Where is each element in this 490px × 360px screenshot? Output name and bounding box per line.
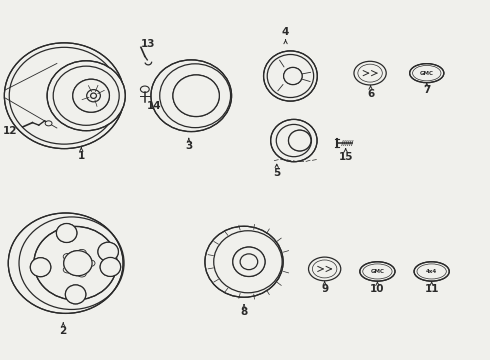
Text: 12: 12 <box>3 126 18 135</box>
Circle shape <box>354 61 386 85</box>
Ellipse shape <box>284 67 302 85</box>
Text: 7: 7 <box>423 85 430 95</box>
Ellipse shape <box>91 93 97 98</box>
Ellipse shape <box>73 79 109 112</box>
Ellipse shape <box>34 226 117 300</box>
Ellipse shape <box>30 258 51 277</box>
Text: 14: 14 <box>147 101 162 111</box>
Ellipse shape <box>56 224 77 243</box>
Text: 3: 3 <box>185 141 193 151</box>
Circle shape <box>86 260 95 266</box>
Text: 13: 13 <box>141 40 155 49</box>
Text: 1: 1 <box>78 150 85 161</box>
Text: 2: 2 <box>60 325 67 336</box>
Ellipse shape <box>47 61 125 131</box>
Circle shape <box>77 249 86 256</box>
Circle shape <box>63 266 72 273</box>
Text: 8: 8 <box>241 307 247 317</box>
Ellipse shape <box>98 242 119 261</box>
Ellipse shape <box>360 262 395 281</box>
Text: GMC: GMC <box>370 269 385 274</box>
Circle shape <box>77 271 86 277</box>
Ellipse shape <box>414 262 449 281</box>
Circle shape <box>63 253 72 260</box>
Ellipse shape <box>289 130 311 151</box>
Ellipse shape <box>264 51 318 101</box>
Ellipse shape <box>64 251 92 276</box>
Text: 4x4: 4x4 <box>426 269 437 274</box>
Ellipse shape <box>100 257 121 276</box>
Ellipse shape <box>8 213 123 314</box>
Ellipse shape <box>4 43 124 149</box>
Ellipse shape <box>233 247 265 276</box>
Ellipse shape <box>151 60 232 132</box>
Text: 5: 5 <box>273 168 280 178</box>
Text: 4: 4 <box>282 27 289 36</box>
Ellipse shape <box>270 120 317 162</box>
Ellipse shape <box>87 90 100 102</box>
Ellipse shape <box>173 75 220 117</box>
Text: 11: 11 <box>424 284 439 294</box>
Text: 10: 10 <box>370 284 385 294</box>
Ellipse shape <box>65 285 86 304</box>
Text: 6: 6 <box>367 89 374 99</box>
Text: 9: 9 <box>321 284 328 294</box>
Ellipse shape <box>410 64 444 83</box>
Circle shape <box>141 86 149 93</box>
Ellipse shape <box>205 226 283 297</box>
Circle shape <box>45 121 52 126</box>
Text: GMC: GMC <box>420 71 434 76</box>
Circle shape <box>358 64 382 82</box>
Ellipse shape <box>240 254 258 270</box>
Circle shape <box>313 260 337 278</box>
Circle shape <box>309 257 341 281</box>
Text: 15: 15 <box>339 152 353 162</box>
